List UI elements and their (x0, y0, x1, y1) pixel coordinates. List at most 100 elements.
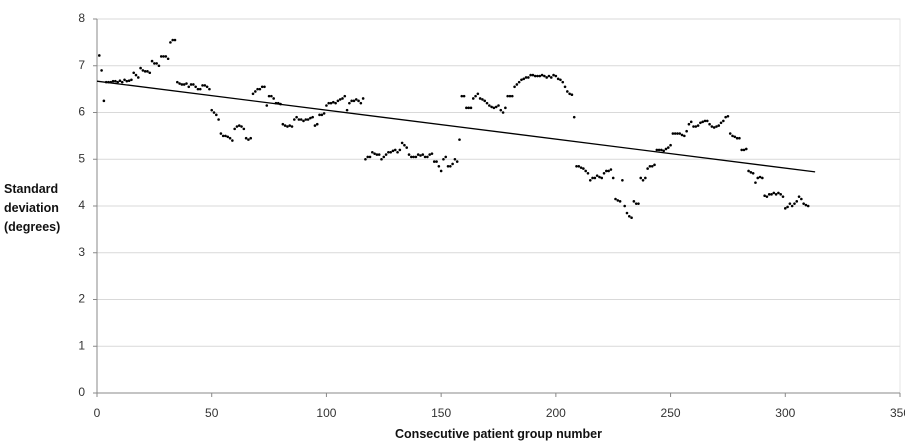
y-tick-label: 0 (78, 385, 85, 399)
point (407, 153, 411, 156)
point (765, 195, 769, 198)
point (387, 150, 390, 154)
point (774, 193, 778, 196)
point (724, 115, 727, 119)
point (646, 167, 649, 170)
point (242, 127, 246, 131)
point (304, 118, 308, 121)
point (267, 94, 271, 98)
point (162, 55, 165, 58)
point (120, 80, 124, 84)
point (157, 64, 161, 68)
point (726, 114, 730, 118)
point (584, 169, 587, 173)
point (728, 132, 732, 135)
point (653, 163, 656, 167)
point (641, 178, 645, 182)
point (217, 118, 220, 121)
point (742, 148, 746, 152)
point (235, 125, 239, 128)
point (421, 153, 425, 156)
point (657, 148, 661, 152)
point (320, 113, 324, 117)
point (664, 147, 668, 151)
x-axis-label: Consecutive patient group number (395, 427, 602, 441)
point (237, 124, 241, 127)
point (747, 169, 750, 173)
point (260, 85, 264, 89)
point (176, 80, 179, 84)
point (687, 122, 691, 126)
point (240, 125, 243, 128)
point (244, 136, 248, 140)
point (469, 106, 473, 110)
point (492, 106, 496, 110)
point (770, 193, 773, 196)
y-tick-label: 3 (78, 245, 85, 259)
point (710, 125, 714, 128)
point (315, 122, 319, 126)
point (322, 112, 326, 115)
point (800, 197, 803, 201)
point (219, 132, 223, 135)
point (146, 70, 149, 73)
point (804, 203, 808, 207)
point (270, 94, 273, 98)
point (377, 153, 381, 156)
point (715, 125, 718, 128)
point (531, 73, 535, 77)
point (343, 94, 347, 98)
point (744, 147, 748, 151)
point (354, 98, 358, 101)
point (471, 97, 475, 100)
point (313, 124, 317, 127)
point (416, 153, 420, 156)
point (522, 77, 526, 81)
point (623, 204, 626, 208)
point (295, 115, 298, 119)
point (655, 148, 659, 152)
point (694, 125, 698, 128)
point (435, 160, 438, 163)
point (611, 176, 615, 180)
point (494, 105, 498, 109)
point (515, 83, 519, 86)
trendline (96, 80, 816, 173)
y-tick-label: 8 (78, 11, 85, 25)
point (478, 97, 482, 100)
point (621, 178, 624, 182)
point (412, 155, 415, 159)
point (453, 157, 457, 161)
point (166, 57, 170, 61)
point (777, 191, 780, 195)
point (605, 169, 608, 173)
point (779, 193, 782, 196)
point (100, 69, 103, 72)
point (644, 176, 647, 180)
point (678, 132, 682, 135)
point (233, 127, 236, 131)
point (224, 134, 227, 138)
point (430, 152, 434, 155)
point (630, 216, 633, 219)
point (419, 154, 422, 157)
point (171, 38, 175, 42)
point (437, 164, 441, 168)
point (302, 119, 305, 123)
point (609, 168, 613, 171)
point (254, 90, 257, 93)
point (673, 132, 677, 135)
point (563, 85, 567, 89)
point (130, 78, 133, 82)
point (375, 153, 379, 156)
point (141, 69, 145, 72)
point (740, 148, 743, 152)
point (754, 181, 757, 184)
point (155, 62, 158, 65)
point (497, 104, 500, 107)
point (97, 54, 101, 57)
x-tick-label: 150 (431, 406, 451, 420)
point (705, 119, 709, 123)
point (579, 166, 583, 169)
point (357, 99, 360, 103)
